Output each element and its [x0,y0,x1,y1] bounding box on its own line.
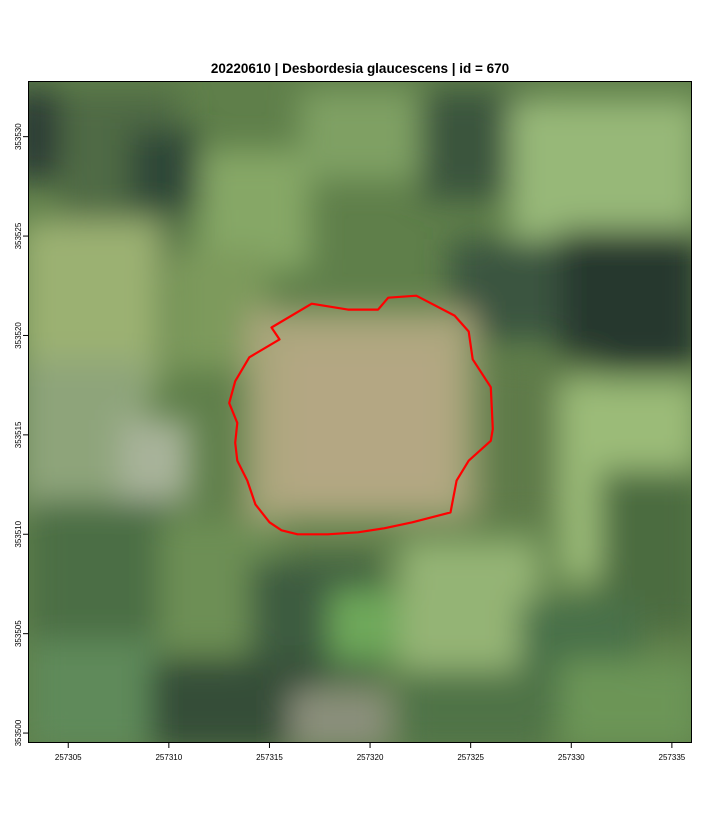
x-tick-label: 257305 [55,753,82,762]
y-tick-label: 353505 [14,620,23,647]
y-tick-label: 353500 [14,719,23,746]
y-axis: 353500 353505 353510 353515 353520 353525 3535… [14,123,28,746]
x-tick-label: 257315 [256,753,283,762]
x-axis: 257305 257310 257315 257320 257325 257330 2573… [55,743,686,762]
map-title: 20220610 | Desbordesia glaucescens | id … [210,61,510,76]
y-tick-label: 353510 [14,520,23,547]
y-tick-label: 353525 [14,222,23,249]
x-tick-label: 257320 [357,753,384,762]
crown-outline [228,294,494,536]
x-tick-label: 257330 [558,753,585,762]
y-tick-label: 353530 [14,123,23,150]
x-tick-label: 257310 [155,753,182,762]
aerial-image [28,81,692,743]
y-tick-label: 353515 [14,421,23,448]
plot-border [28,81,692,743]
x-tick-label: 257325 [457,753,484,762]
y-tick-label: 353520 [14,322,23,349]
x-tick-label: 257335 [659,753,686,762]
